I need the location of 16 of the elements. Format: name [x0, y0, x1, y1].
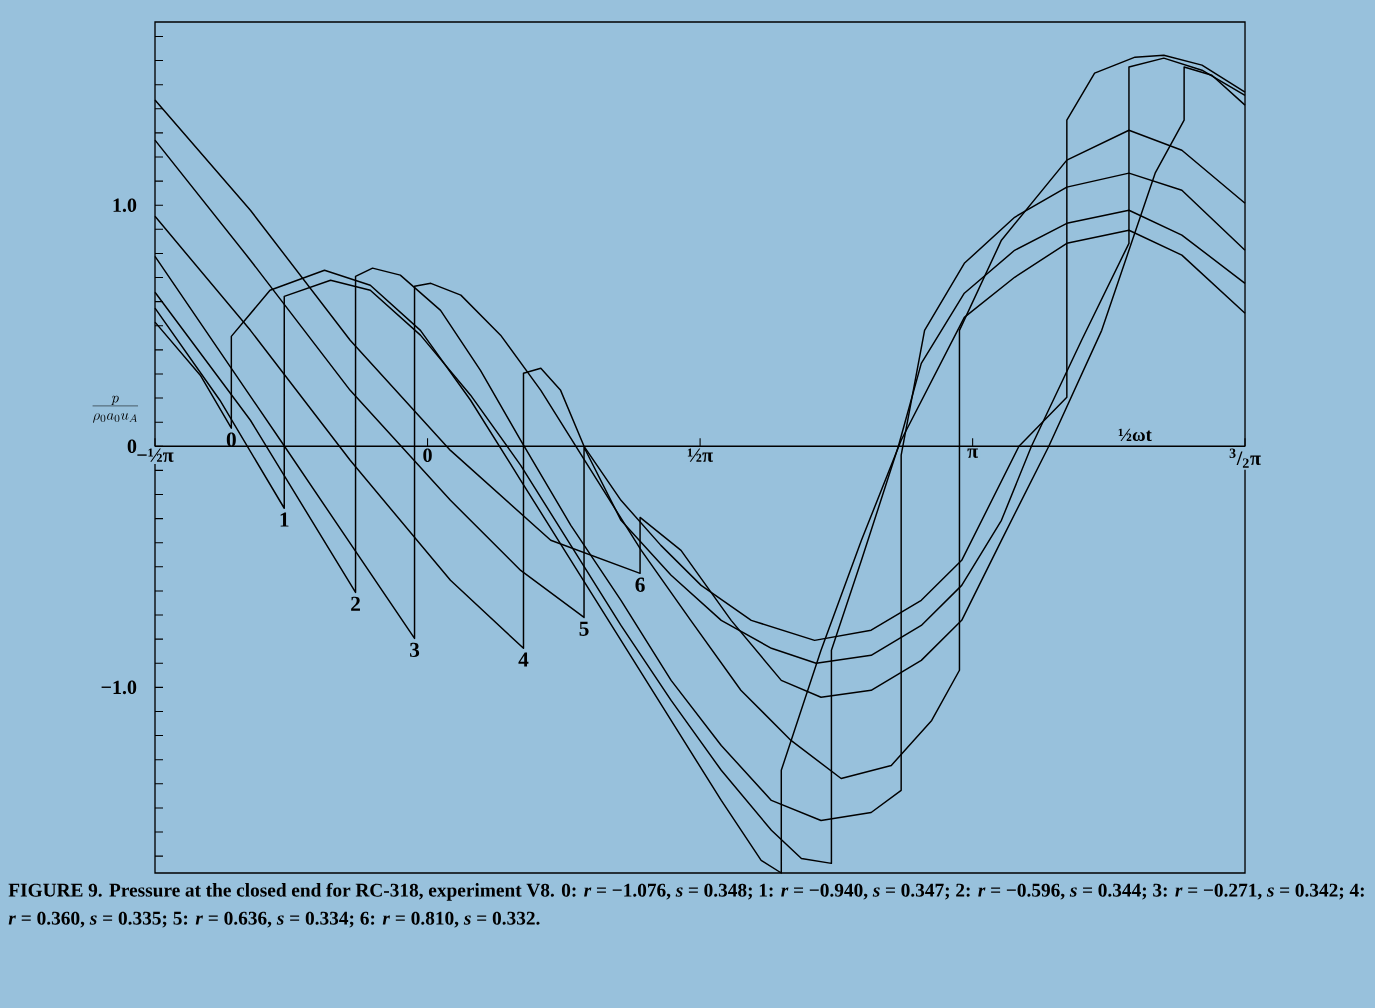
y-tick-label: −1.0	[101, 680, 137, 695]
series-label: 1	[280, 512, 289, 527]
y-tick-label: 1.0	[113, 198, 137, 213]
x-tick-label: π	[967, 448, 978, 458]
x-tick-label: $^{3}$/$_{2}$π	[1229, 448, 1261, 468]
x-tick-label: ½π	[687, 448, 713, 462]
series-label: 3	[410, 642, 420, 658]
x-tick-label: −½π	[137, 448, 174, 462]
series-label: 5	[579, 621, 589, 636]
series-label: 4	[518, 652, 529, 667]
text: FIGURE 9. Pressure at the closed end for RC-318, experiment V8. 0: r = −1.076, s = 0.348; 1: r = −0.940, s = 0.347; 2: r = −0.596, s = 0.344; 3: r = −0.271, s = 0.342; 4: r = 0.360, s = 0.335; 5: r = 0.636, s = 0.334; 6: r = 0.810, s = 0.332.	[8, 882, 1364, 928]
series-label: 6	[635, 577, 645, 592]
series-label: 2	[351, 596, 360, 611]
x-tick-label: 0	[423, 448, 432, 463]
y-axis-title: $\frac{p}{\rho_0 a_0 u_A}$	[92, 395, 139, 423]
x-axis-title: ½ωt	[1118, 428, 1152, 442]
